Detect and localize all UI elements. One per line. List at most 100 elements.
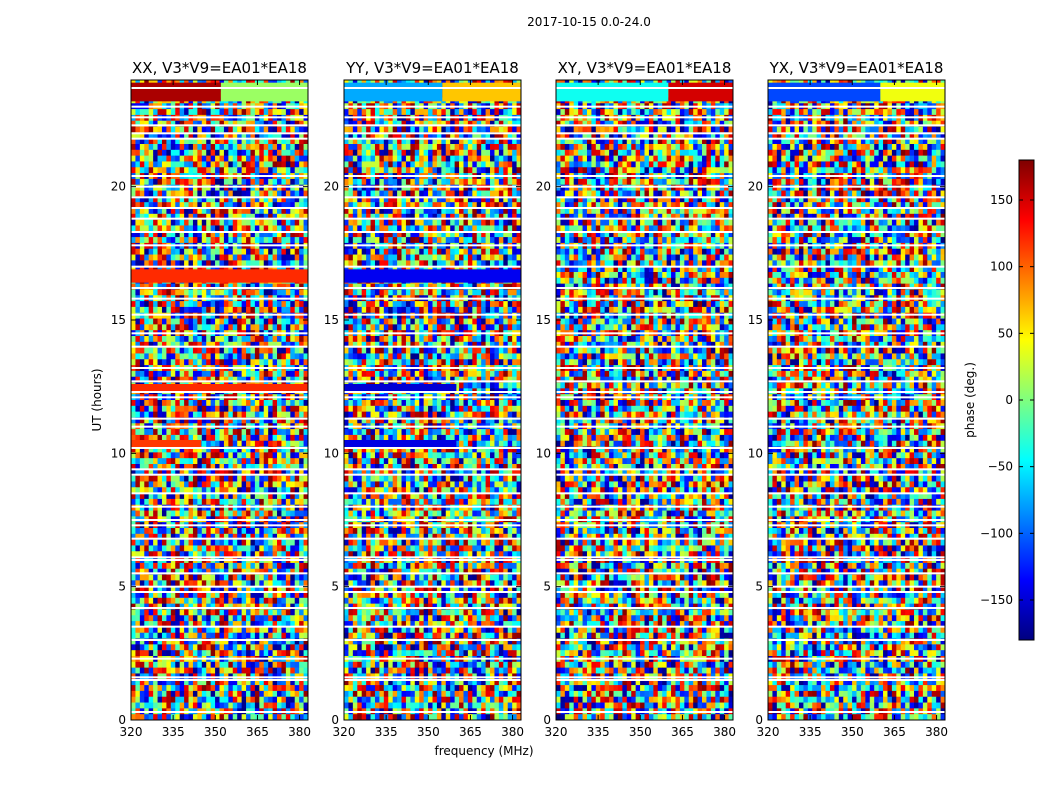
heatmap-cell bbox=[184, 120, 189, 127]
heatmap-cell bbox=[157, 178, 163, 186]
heatmap-cell bbox=[135, 667, 141, 674]
heatmap-cell bbox=[272, 498, 278, 506]
heatmap-cell bbox=[148, 562, 154, 570]
heatmap-cell bbox=[241, 347, 247, 354]
heatmap-cell bbox=[299, 109, 304, 116]
heatmap-cell bbox=[263, 434, 269, 442]
heatmap-cell bbox=[192, 120, 198, 127]
heatmap-cell bbox=[210, 225, 216, 232]
heatmap-cell bbox=[250, 400, 256, 407]
heatmap-cell bbox=[228, 487, 234, 494]
heatmap-cell bbox=[299, 533, 304, 541]
heatmap-cell bbox=[153, 609, 158, 616]
heatmap-cell bbox=[303, 562, 309, 570]
heatmap-cell bbox=[219, 475, 225, 482]
heatmap-cell bbox=[192, 493, 198, 500]
heatmap-cell bbox=[290, 609, 296, 616]
heatmap-cell bbox=[268, 493, 273, 500]
heatmap-cell bbox=[272, 301, 278, 308]
heatmap-cell bbox=[131, 324, 136, 331]
flagged-row bbox=[131, 332, 308, 335]
heatmap-cell bbox=[219, 493, 225, 500]
heatmap-cell bbox=[201, 481, 207, 488]
heatmap-cell bbox=[254, 208, 260, 215]
heatmap-cell bbox=[246, 417, 251, 424]
heatmap-cell bbox=[157, 213, 163, 221]
heatmap-cell bbox=[303, 347, 309, 354]
coherent-band bbox=[131, 384, 308, 392]
heatmap-cell bbox=[197, 341, 203, 349]
heatmap-cell bbox=[201, 132, 207, 139]
heatmap-cell bbox=[135, 231, 141, 238]
heatmap-cell bbox=[223, 615, 229, 622]
heatmap-cell bbox=[192, 202, 198, 209]
heatmap-cell bbox=[290, 370, 296, 378]
heatmap-cell bbox=[294, 429, 300, 436]
heatmap-cell bbox=[161, 632, 167, 639]
heatmap-cell bbox=[197, 161, 203, 168]
heatmap-cell bbox=[263, 376, 269, 383]
heatmap-cell bbox=[148, 347, 154, 354]
heatmap-cell bbox=[299, 149, 304, 157]
heatmap-cell bbox=[272, 132, 278, 139]
heatmap-cell bbox=[281, 237, 287, 244]
heatmap-cell bbox=[294, 528, 300, 535]
heatmap-cell bbox=[232, 667, 238, 674]
heatmap-cell bbox=[184, 661, 189, 669]
heatmap-cell bbox=[201, 638, 207, 645]
heatmap-cell bbox=[175, 528, 181, 535]
heatmap-cell bbox=[223, 493, 229, 500]
heatmap-cell bbox=[153, 149, 158, 157]
heatmap-cell bbox=[299, 469, 304, 477]
heatmap-cell bbox=[206, 551, 212, 558]
heatmap-cell bbox=[192, 539, 198, 546]
heatmap-cell bbox=[175, 341, 181, 349]
heatmap-cell bbox=[166, 254, 172, 261]
heatmap-cell bbox=[272, 417, 278, 424]
heatmap-cell bbox=[170, 196, 176, 203]
heatmap-cell bbox=[197, 632, 203, 639]
heatmap-cell bbox=[303, 178, 309, 186]
heatmap-cell bbox=[294, 440, 300, 447]
heatmap-cell bbox=[303, 120, 309, 127]
heatmap-cell bbox=[161, 202, 167, 209]
heatmap-cell bbox=[223, 644, 229, 651]
heatmap-cell bbox=[232, 603, 238, 610]
heatmap-cell bbox=[201, 260, 207, 267]
heatmap-cell bbox=[232, 597, 238, 605]
heatmap-cell bbox=[228, 359, 234, 366]
heatmap-cell bbox=[277, 498, 282, 506]
heatmap-cell bbox=[268, 213, 273, 221]
heatmap-cell bbox=[166, 667, 172, 674]
heatmap-cell bbox=[268, 615, 273, 622]
heatmap-cell bbox=[206, 149, 212, 157]
heatmap-cell bbox=[294, 626, 300, 634]
heatmap-cell bbox=[454, 149, 460, 157]
heatmap-cell bbox=[148, 702, 154, 709]
heatmap-cell bbox=[485, 120, 491, 127]
heatmap-cell bbox=[148, 312, 154, 319]
heatmap-cell bbox=[219, 679, 225, 686]
heatmap-cell bbox=[157, 254, 163, 261]
heatmap-cell bbox=[131, 237, 136, 244]
heatmap-cell bbox=[250, 545, 256, 552]
heatmap-cell bbox=[348, 109, 354, 116]
heatmap-cell bbox=[246, 254, 251, 261]
heatmap-cell bbox=[281, 667, 287, 674]
heatmap-cell bbox=[254, 429, 260, 436]
heatmap-cell bbox=[192, 126, 198, 133]
heatmap-cell bbox=[184, 545, 189, 552]
heatmap-cell bbox=[303, 679, 309, 686]
heatmap-cell bbox=[135, 254, 141, 261]
heatmap-cell bbox=[290, 306, 296, 314]
heatmap-cell bbox=[410, 149, 416, 157]
heatmap-cell bbox=[237, 702, 243, 709]
heatmap-cell bbox=[219, 254, 225, 261]
heatmap-cell bbox=[277, 469, 282, 477]
heatmap-cell bbox=[206, 638, 212, 645]
heatmap-cell bbox=[188, 161, 194, 168]
heatmap-cell bbox=[131, 679, 136, 686]
heatmap-cell bbox=[166, 621, 172, 628]
heatmap-cell bbox=[476, 132, 482, 139]
heatmap-cell bbox=[197, 400, 203, 407]
